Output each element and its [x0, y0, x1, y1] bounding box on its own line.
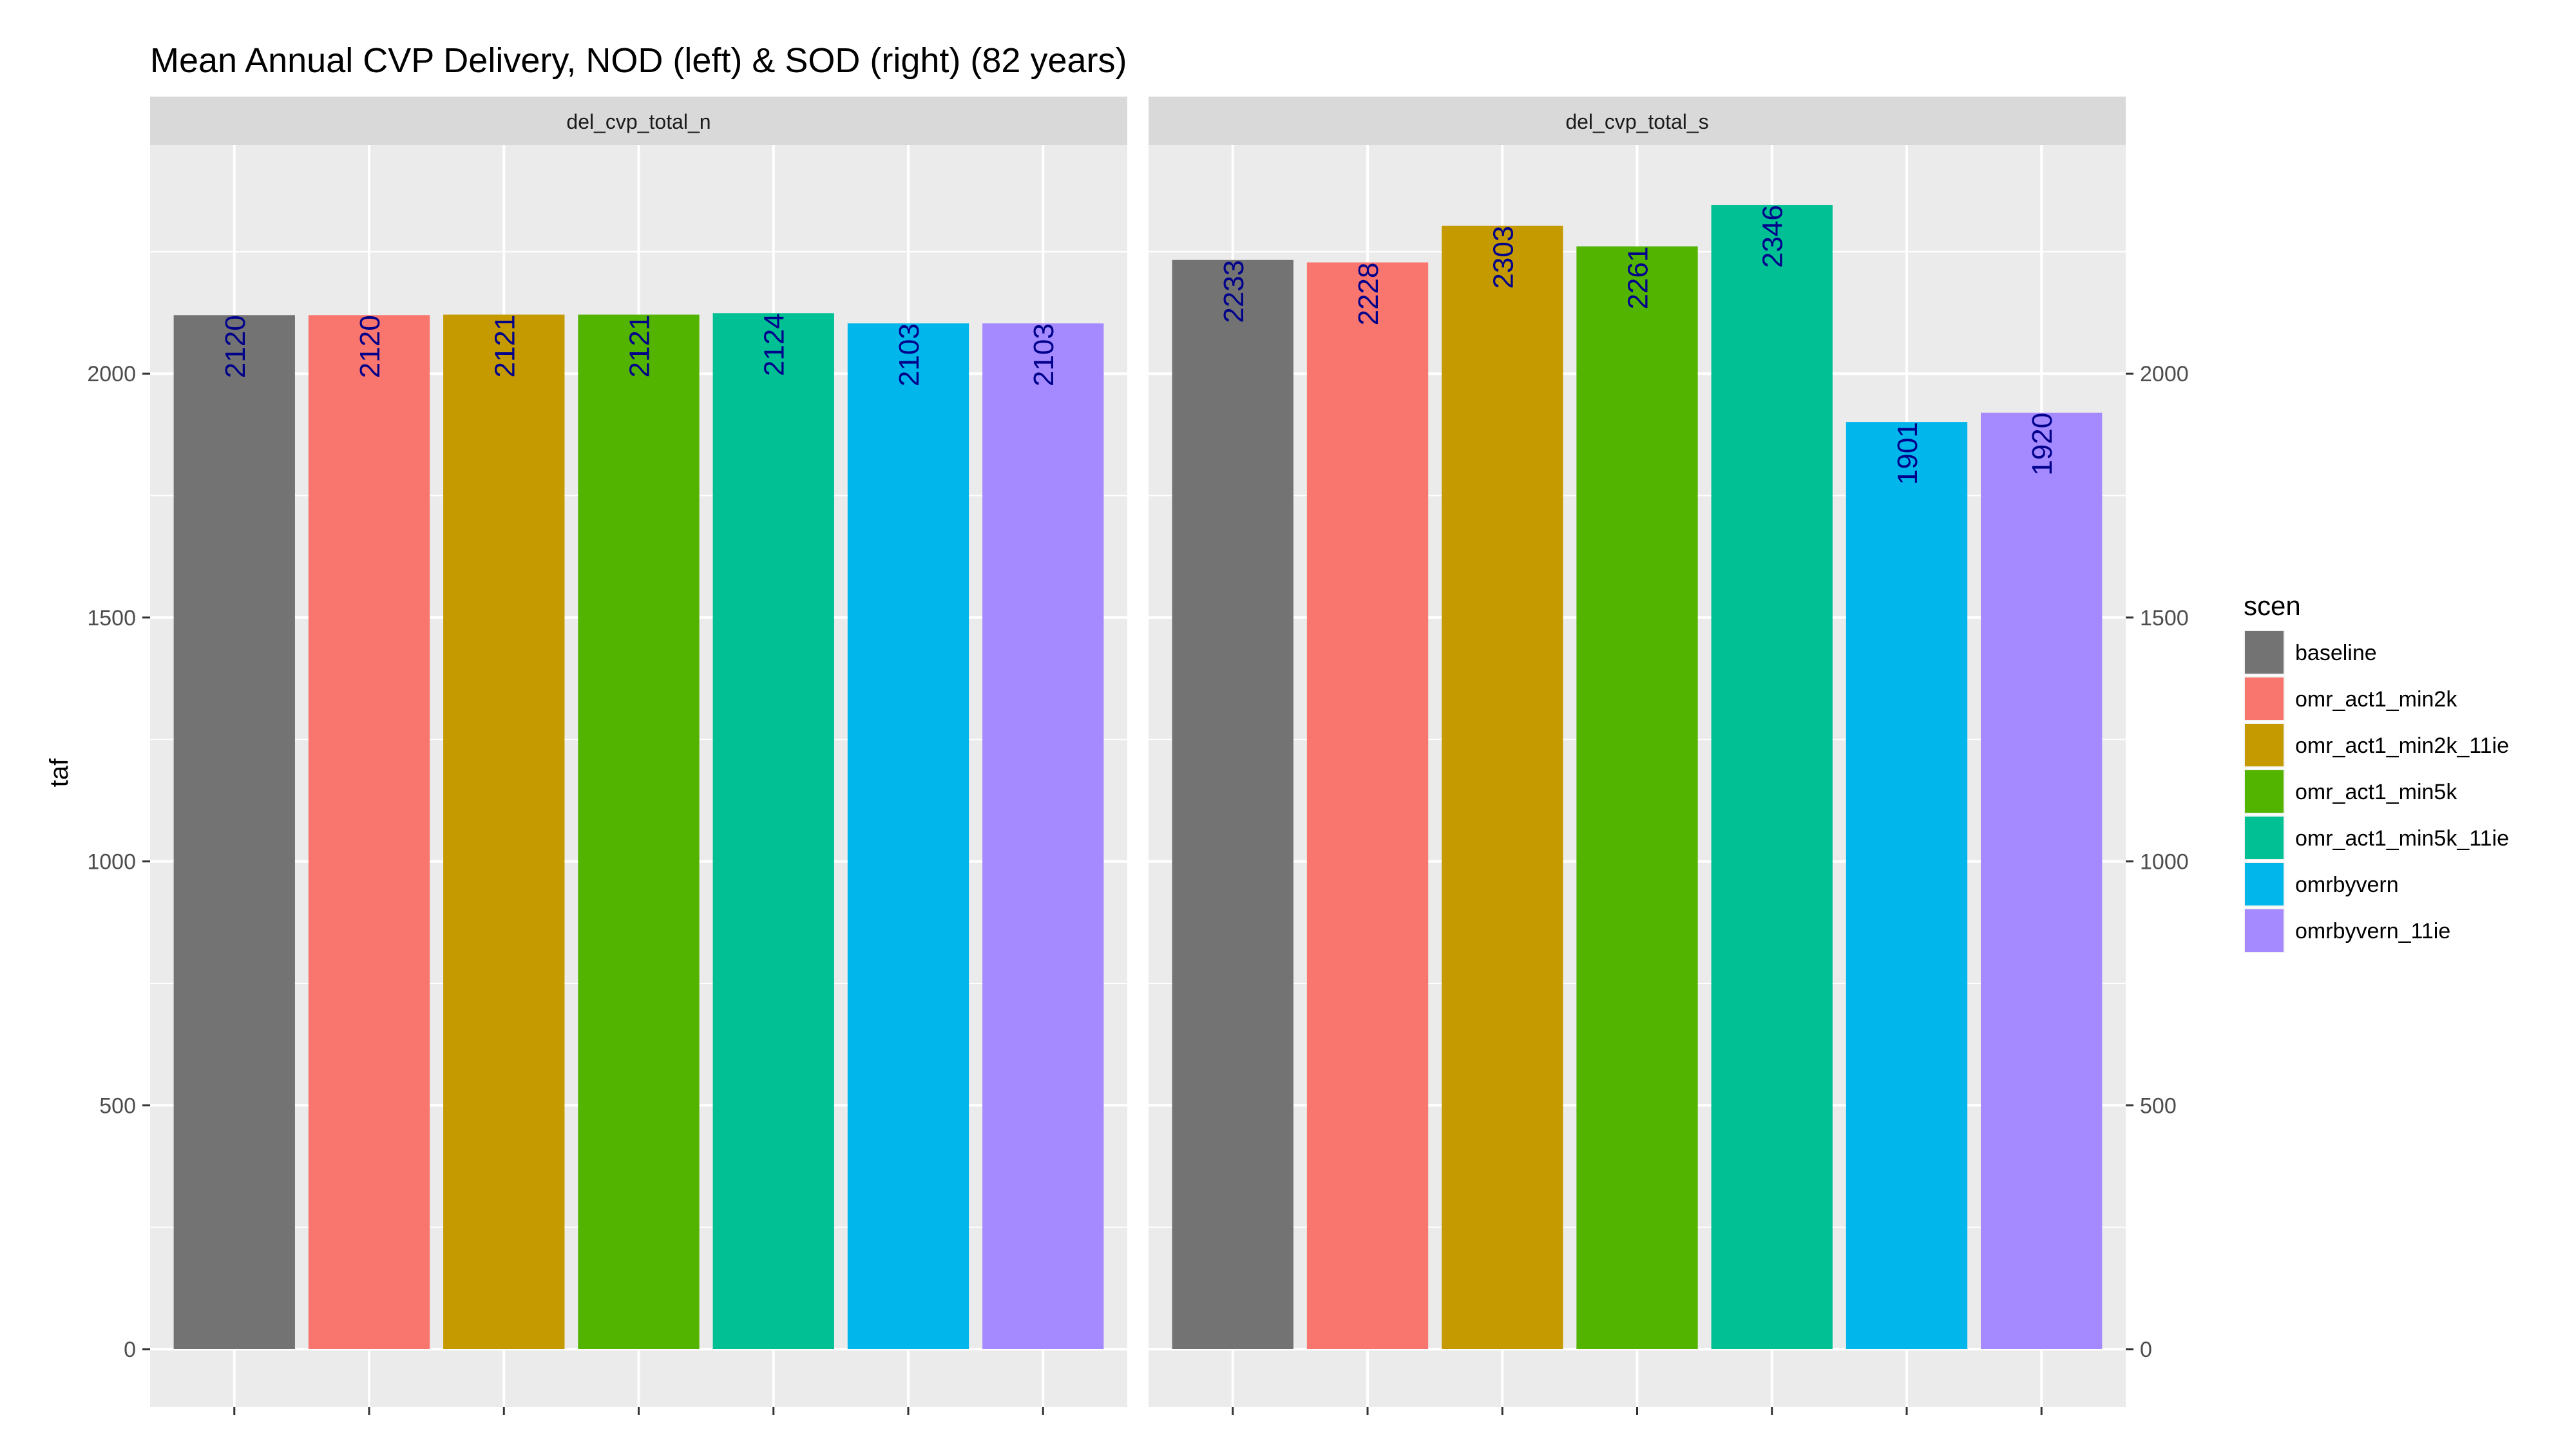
data-label: 2120 [354, 315, 386, 378]
panel-1: del_cvp_total_n 2120 2120 2121 2121 2124 2103 2… [87, 97, 1127, 1415]
panel-2: del_cvp_total_s 2233 2228 2303 2261 2346 1901 1… [1149, 97, 2189, 1415]
bar-omr_act1_min5k_11ie [1711, 205, 1833, 1349]
data-label: 2103 [893, 323, 925, 386]
legend-label: omrbyvern_11ie [2295, 919, 2450, 943]
bar-omrbyvern_11ie [982, 323, 1104, 1350]
bar-baseline [173, 315, 295, 1349]
legend-item: omr_act1_min5k_11ie [2244, 815, 2509, 860]
y-tick-label: 2000 [2140, 362, 2189, 386]
y-tick-label: 2000 [87, 362, 136, 386]
bar-omr_act1_min5k [1576, 246, 1698, 1350]
data-label: 1920 [2027, 413, 2058, 476]
bar-omr_act1_min5k_11ie [712, 313, 834, 1349]
panels: del_cvp_total_n 2120 2120 2121 2121 2124 2103 2… [87, 97, 2189, 1415]
data-label: 2346 [1757, 205, 1789, 268]
legend-item: omr_act1_min2k [2244, 676, 2457, 721]
legend-item: omr_act1_min5k [2244, 769, 2457, 814]
y-tick-label: 1500 [87, 606, 136, 630]
y-axis-label: taf [45, 758, 73, 787]
legend: scen baseline omr_act1_min2k omr_act1_min2… [2244, 591, 2509, 953]
chart-title: Mean Annual CVP Delivery, NOD (left) & S… [150, 41, 1127, 80]
legend-item: omrbyvern [2244, 862, 2399, 907]
legend-swatch [2245, 863, 2284, 905]
y-tick-label: 1000 [87, 850, 136, 875]
bar-omr_act1_min2k_11ie [1442, 225, 1563, 1350]
bar-omrbyvern_11ie [1981, 412, 2103, 1349]
legend-label: omr_act1_min2k [2295, 687, 2457, 712]
data-label: 2228 [1353, 263, 1384, 326]
y-tick-label: 500 [99, 1094, 136, 1118]
facet-strip [150, 97, 1127, 145]
data-label: 2233 [1218, 260, 1250, 323]
legend-swatch [2245, 817, 2284, 859]
data-label: 2124 [759, 313, 790, 376]
data-label: 2303 [1487, 226, 1519, 289]
legend-swatch [2245, 631, 2284, 674]
data-label: 2103 [1028, 323, 1060, 386]
data-label: 2120 [220, 315, 251, 378]
legend-label: omrbyvern [2295, 873, 2399, 897]
facet-strip [1149, 97, 2126, 145]
bar-omrbyvern [847, 323, 969, 1350]
facet-strip-label: del_cvp_total_n [566, 110, 711, 133]
bar-baseline [1172, 260, 1293, 1349]
bar-omr_act1_min2k [308, 315, 430, 1349]
y-tick-label: 1500 [2140, 606, 2189, 630]
data-label: 2261 [1623, 247, 1654, 310]
legend-item: omrbyvern_11ie [2244, 908, 2450, 953]
legend-swatch [2245, 677, 2284, 720]
legend-label: omr_act1_min2k_11ie [2295, 734, 2509, 758]
bar-omr_act1_min2k_11ie [443, 314, 565, 1350]
y-tick-label: 0 [2140, 1338, 2152, 1362]
y-tick-label: 500 [2140, 1094, 2177, 1118]
legend-item: omr_act1_min2k_11ie [2244, 723, 2509, 768]
y-tick-label: 0 [124, 1338, 136, 1362]
legend-swatch [2245, 724, 2284, 766]
data-label: 2121 [624, 315, 656, 378]
legend-label: baseline [2295, 641, 2377, 665]
legend-item: baseline [2244, 630, 2377, 675]
y-tick-label: 1000 [2140, 850, 2189, 875]
legend-swatch [2245, 770, 2284, 813]
legend-swatch [2245, 909, 2284, 952]
facet-strip-label: del_cvp_total_s [1565, 110, 1708, 133]
bar-omr_act1_min5k [578, 314, 700, 1350]
bar-omrbyvern [1846, 422, 1968, 1349]
legend-items: baseline omr_act1_min2k omr_act1_min2k_11i… [2244, 630, 2509, 953]
bar-omr_act1_min2k [1306, 262, 1429, 1349]
legend-label: omr_act1_min5k [2295, 780, 2457, 804]
data-label: 1901 [1892, 422, 1923, 485]
legend-label: omr_act1_min5k_11ie [2295, 826, 2509, 851]
legend-title: scen [2244, 591, 2301, 621]
data-label: 2121 [489, 315, 520, 378]
